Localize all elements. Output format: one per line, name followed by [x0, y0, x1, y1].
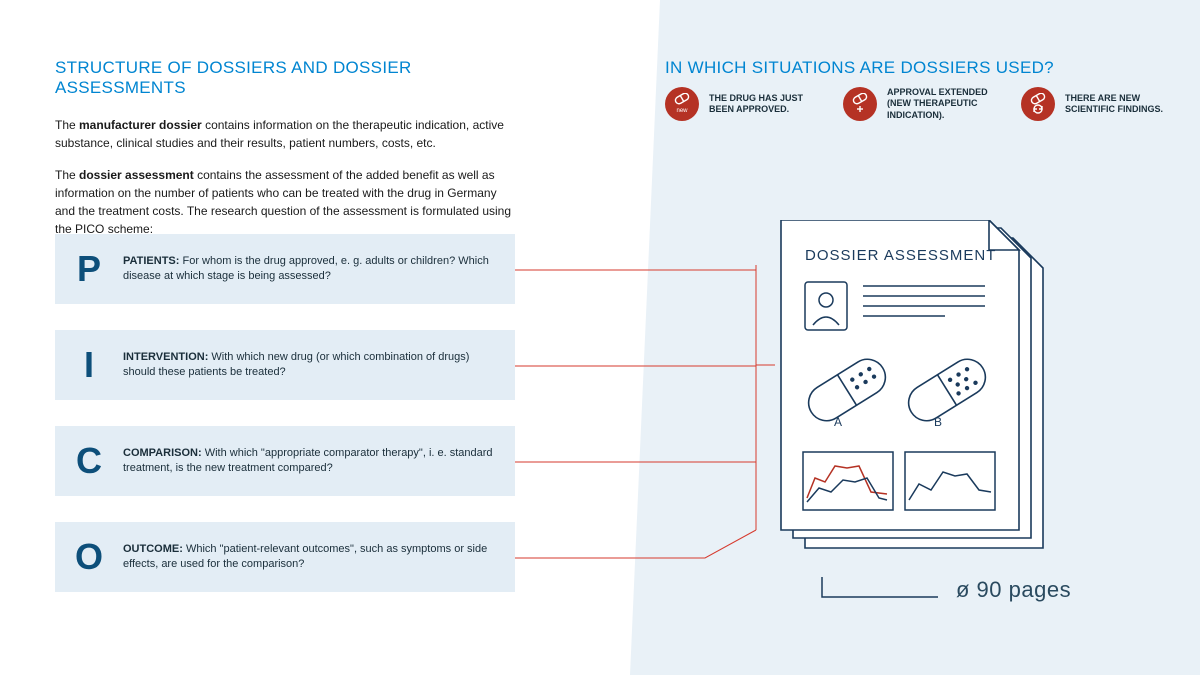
p2-prefix: The [55, 168, 79, 182]
pico-letter: P [55, 248, 123, 290]
pico-text: OUTCOME: Which "patient-relevant outcome… [123, 542, 515, 573]
dossier-document-illustration: DOSSIER ASSESSMENT A [775, 220, 1055, 565]
pill-plus-icon [843, 87, 877, 121]
pico-text: COMPARISON: With which "appropriate comp… [123, 446, 515, 477]
left-heading: STRUCTURE OF DOSSIERS AND DOSSIER ASSESS… [55, 58, 515, 98]
pico-text: INTERVENTION: With which new drug (or wh… [123, 350, 515, 381]
p1-bold: manufacturer dossier [79, 118, 202, 132]
pico-label: PATIENTS: [123, 255, 179, 267]
pico-letter: O [55, 536, 123, 578]
pico-text: PATIENTS: For whom is the drug approved,… [123, 254, 515, 285]
situation-item: new THE DRUG HAS JUST BEEN APPROVED. [665, 87, 819, 121]
doc-title-text: DOSSIER ASSESSMENT [805, 247, 996, 264]
page-bracket-icon [820, 575, 940, 605]
pico-label: COMPARISON: [123, 447, 202, 459]
p1-prefix: The [55, 118, 79, 132]
paragraph-1: The manufacturer dossier contains inform… [55, 116, 515, 152]
right-heading: IN WHICH SITUATIONS ARE DOSSIERS USED? [665, 58, 1155, 78]
pico-label: INTERVENTION: [123, 351, 208, 363]
page-count-text: ø 90 pages [956, 577, 1071, 603]
page-count-indicator: ø 90 pages [820, 575, 1071, 605]
situation-item: APPROVAL EXTENDED (NEW THERAPEUTIC INDIC… [843, 87, 997, 121]
pico-label: OUTCOME: [123, 543, 183, 555]
pico-item-i: I INTERVENTION: With which new drug (or … [55, 330, 515, 400]
pico-item-c: C COMPARISON: With which "appropriate co… [55, 426, 515, 496]
situations-row: new THE DRUG HAS JUST BEEN APPROVED. APP… [665, 87, 1175, 121]
situation-text: THERE ARE NEW SCIENTIFIC FINDINGS. [1065, 93, 1175, 116]
svg-text:new: new [676, 108, 688, 114]
pill-new-icon: new [665, 87, 699, 121]
situation-text: APPROVAL EXTENDED (NEW THERAPEUTIC INDIC… [887, 87, 997, 121]
pico-list: P PATIENTS: For whom is the drug approve… [55, 234, 515, 618]
situation-item: THERE ARE NEW SCIENTIFIC FINDINGS. [1021, 87, 1175, 121]
left-column: STRUCTURE OF DOSSIERS AND DOSSIER ASSESS… [55, 58, 515, 252]
situation-text: THE DRUG HAS JUST BEEN APPROVED. [709, 93, 819, 116]
pill-refresh-icon [1021, 87, 1055, 121]
svg-text:B: B [934, 415, 942, 429]
svg-text:A: A [834, 415, 842, 429]
p2-bold: dossier assessment [79, 168, 194, 182]
pico-letter: C [55, 440, 123, 482]
pico-letter: I [55, 344, 123, 386]
pico-item-o: O OUTCOME: Which "patient-relevant outco… [55, 522, 515, 592]
pico-item-p: P PATIENTS: For whom is the drug approve… [55, 234, 515, 304]
paragraph-2: The dossier assessment contains the asse… [55, 166, 515, 238]
